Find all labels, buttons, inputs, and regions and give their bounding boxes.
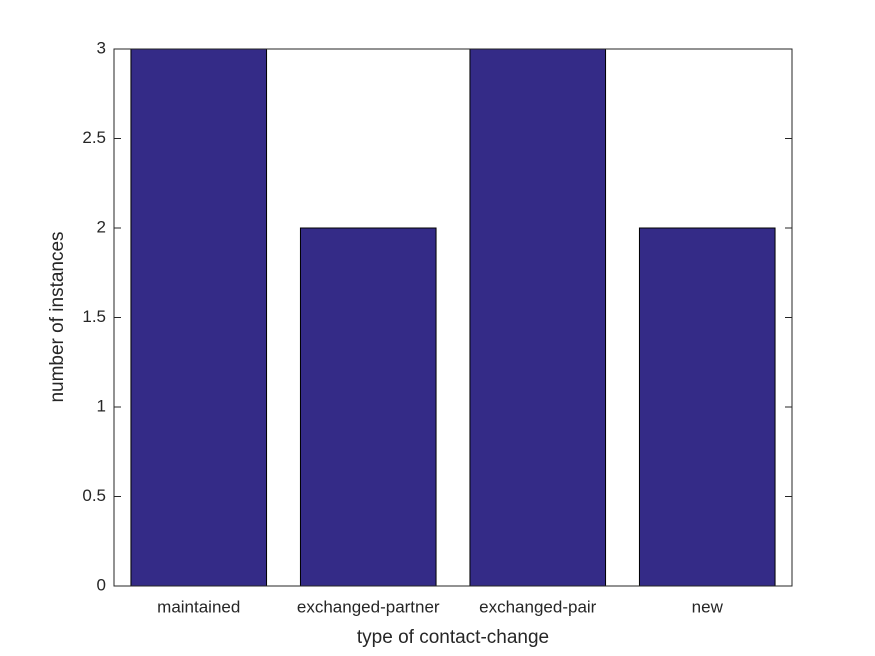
x-tick-label: new (692, 597, 724, 616)
y-tick-label: 1.5 (82, 307, 106, 326)
x-tick-label: exchanged-partner (297, 597, 440, 616)
y-tick-label: 2.5 (82, 128, 106, 147)
x-tick-label: exchanged-pair (479, 597, 597, 616)
bar (299, 227, 437, 587)
y-tick-label: 2 (97, 217, 106, 236)
x-tick-label: maintained (157, 597, 240, 616)
y-tick-label: 0.5 (82, 486, 106, 505)
y-axis-label: number of instances (47, 231, 68, 402)
y-tick-label: 1 (97, 396, 106, 415)
x-axis-label: type of contact-change (357, 627, 549, 648)
bar (638, 227, 776, 587)
y-tick-label: 3 (97, 38, 106, 57)
y-tick-label: 0 (97, 575, 106, 594)
bar (130, 48, 268, 587)
bar (469, 48, 607, 587)
